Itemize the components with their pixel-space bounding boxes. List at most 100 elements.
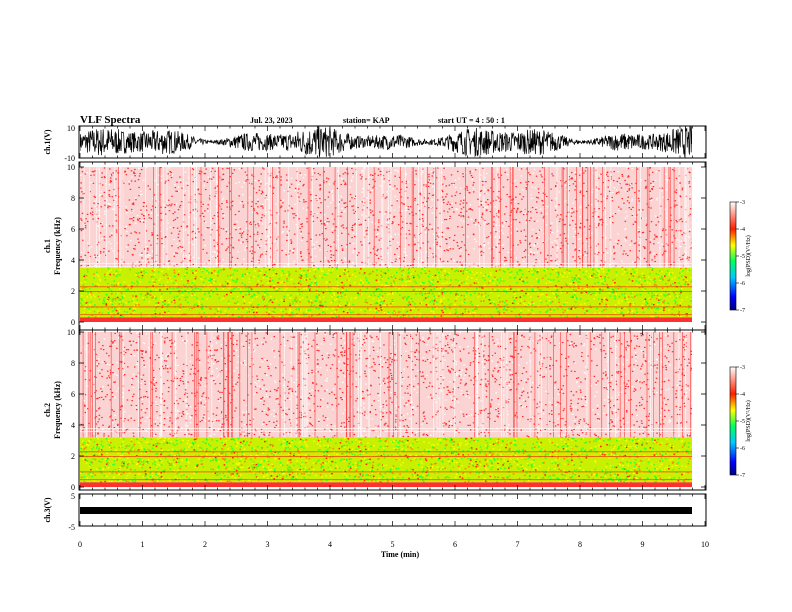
spectrogram-speckle [208,280,210,282]
spectrogram-speckle [281,269,284,272]
spectrogram-speckle [86,296,88,298]
spectrogram-speckle [308,316,310,318]
spectrogram-speckle [321,277,324,279]
spectrogram-speckle [450,279,452,281]
spectrogram-speckle [399,191,401,194]
spectrogram-speckle [201,269,203,271]
spectrogram-speckle [107,207,109,209]
spectrogram-speckle [555,244,558,246]
spectrogram-speckle [423,197,426,199]
spectrogram-streak [605,167,606,268]
spectrogram-speckle [178,240,181,242]
spectrogram-speckle [655,316,657,318]
spectrogram-speckle [358,283,361,285]
spectrogram-speckle [201,298,204,300]
spectrogram-streak [190,167,192,268]
spectrogram-speckle [586,286,589,288]
spectrogram-streak [421,167,422,268]
spectrogram-speckle [465,271,468,273]
spectrogram-speckle [506,174,509,176]
spectrogram-speckle [122,303,125,305]
spectrogram-speckle [678,277,680,279]
spectrogram-speckle [379,304,382,306]
spectrogram-speckle [637,226,640,228]
spectrogram-speckle [217,275,219,277]
spectrogram-speckle [557,272,560,274]
spectrogram-speckle [244,249,246,251]
spectrogram-speckle [594,211,597,213]
spectrogram-speckle [401,284,404,286]
spectrogram-speckle [555,198,557,200]
spectrogram-speckle [560,292,563,294]
spectrogram-speckle [303,269,305,272]
spectrogram-speckle [631,198,633,200]
spectrogram-speckle [108,268,110,270]
spectrogram-speckle [310,304,313,307]
spectrogram-speckle [364,310,366,312]
spectrogram-speckle [281,249,283,252]
spectrogram-speckle [617,287,620,290]
spectrogram-speckle [403,307,405,310]
spectrogram-streak [382,167,384,268]
spectrogram-speckle [484,315,487,317]
spectrogram-speckle [689,228,691,230]
spectrogram-speckle [507,236,509,238]
spectrogram-speckle [248,301,251,304]
spectrogram-speckle [316,291,318,293]
spectrogram-speckle [230,293,232,295]
spectrogram-speckle [382,175,385,177]
spectrogram-speckle [673,291,675,294]
spectrogram-speckle [649,273,651,275]
spectrogram-speckle [204,245,206,247]
spectrogram-speckle [238,316,240,318]
spectrogram-speckle [496,289,499,291]
spectrogram-speckle [441,236,443,238]
spectrogram-speckle [282,272,285,274]
spectrogram-speckle [216,310,219,312]
spectrogram-speckle [199,170,201,172]
spectrogram-speckle [146,263,148,265]
spectrogram-speckle [580,253,582,256]
spectrogram-speckle [151,270,154,272]
spectrogram-speckle [251,252,253,255]
spectrogram-speckle [145,272,147,275]
spectrogram-speckle [579,174,581,176]
spectrogram-speckle [482,218,484,220]
spectrogram-speckle [172,282,175,284]
spectrogram-speckle [426,306,429,309]
spectrogram-speckle [309,284,311,286]
spectrogram-speckle [675,297,677,299]
spectrogram-speckle [174,211,176,213]
spectrogram-speckle [324,257,327,259]
spectrogram-speckle [212,176,215,178]
spectrogram-speckle [569,286,571,289]
spectrogram-speckle [245,238,248,241]
spectrogram-speckle [535,208,537,211]
spectrogram-streak [440,167,442,268]
spectrogram-speckle [442,260,445,262]
spectrogram-speckle [171,195,173,197]
spectrogram-speckle [256,231,259,233]
spectrogram-speckle [502,309,505,311]
spectrogram-speckle [523,229,526,231]
spectrogram-speckle [315,197,317,199]
spectrogram-speckle [148,301,150,303]
spectrogram-speckle [596,307,598,310]
spectrogram-speckle [473,191,475,193]
spectrogram-speckle [257,206,259,208]
spectrogram-speckle [553,293,555,295]
spectrogram-speckle [638,231,641,233]
spectrogram-speckle [510,271,513,273]
spectrogram-speckle [185,182,188,184]
spectrogram-speckle [81,191,83,193]
spectrogram-speckle [191,270,193,272]
spectrogram-speckle [261,233,263,235]
spectrogram-speckle [112,274,115,276]
spectrogram-speckle [691,238,692,240]
spectrogram-speckle [661,278,664,280]
spectrogram-speckle [225,228,227,230]
spectrogram-speckle [330,312,333,314]
spectrogram-speckle [656,294,659,297]
spectrogram-speckle [586,313,589,315]
spectrogram-speckle [214,251,216,253]
